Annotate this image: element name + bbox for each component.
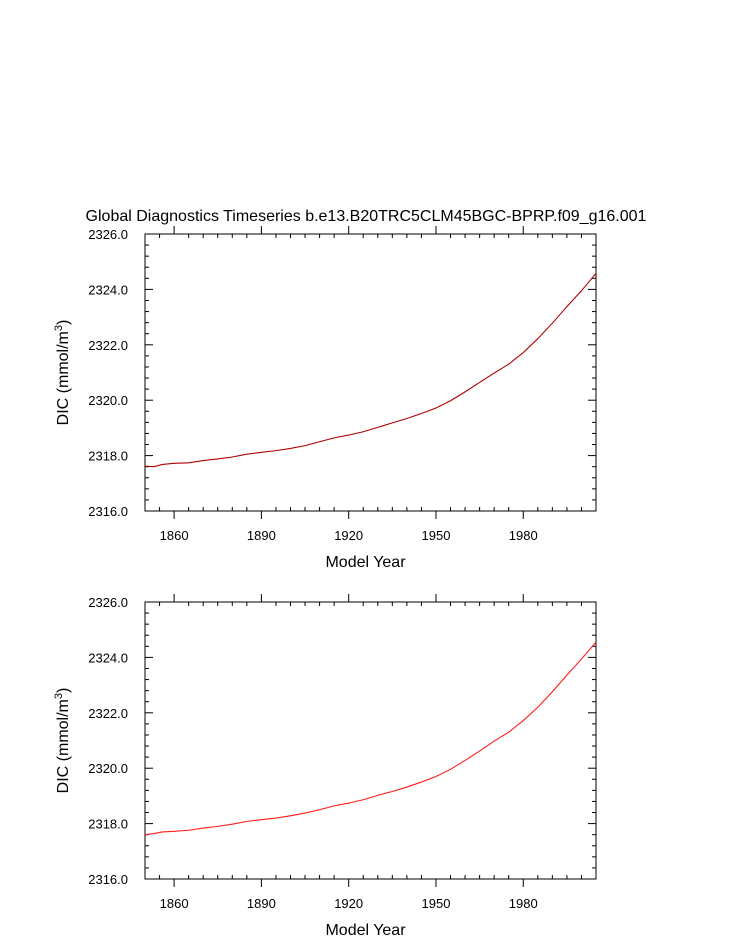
chart-title: Global Diagnostics Timeseries b.e13.B20T… [86, 208, 647, 225]
plot-frame [144, 233, 597, 512]
series-line-dic [144, 641, 597, 836]
y-tick-label: 2322.0 [88, 338, 128, 353]
x-tick-label: 1890 [247, 896, 276, 911]
x-tick-label: 1920 [334, 528, 363, 543]
x-tick-label: 1860 [160, 896, 189, 911]
y-tick-label: 2326.0 [88, 595, 128, 610]
series-line-dic [144, 272, 597, 468]
y-tick-label: 2322.0 [88, 706, 128, 721]
y-tick-label: 2320.0 [88, 393, 128, 408]
plot-frame [144, 601, 597, 880]
panel-bottom: 1860 1890 1920 1950 1980 2316.0 2318.0 2320.0 23… [53, 594, 597, 939]
x-tick-label: 1950 [422, 896, 451, 911]
y-tick-label: 2320.0 [88, 761, 128, 776]
panel-top: 1860 1890 1920 1950 1980 2316.0 2318.0 2320.0 23… [53, 226, 597, 571]
x-tick-label: 1980 [509, 528, 538, 543]
y-tick-label: 2324.0 [88, 650, 128, 665]
y-axis-title: DIC (mmol/m3) [53, 688, 72, 794]
x-tick-label: 1920 [334, 896, 363, 911]
x-axis-title: Model Year [325, 554, 406, 571]
y-tick-label: 2326.0 [88, 227, 128, 242]
y-tick-label: 2316.0 [88, 872, 128, 887]
y-tick-label: 2316.0 [88, 504, 128, 519]
x-tick-label: 1890 [247, 528, 276, 543]
x-tick-label: 1860 [160, 528, 189, 543]
y-axis-title: DIC (mmol/m3) [53, 320, 72, 426]
x-tick-label: 1950 [422, 528, 451, 543]
y-tick-label: 2324.0 [88, 282, 128, 297]
x-axis-title: Model Year [325, 922, 406, 939]
y-tick-label: 2318.0 [88, 817, 128, 832]
y-tick-label: 2318.0 [88, 449, 128, 464]
x-tick-label: 1980 [509, 896, 538, 911]
